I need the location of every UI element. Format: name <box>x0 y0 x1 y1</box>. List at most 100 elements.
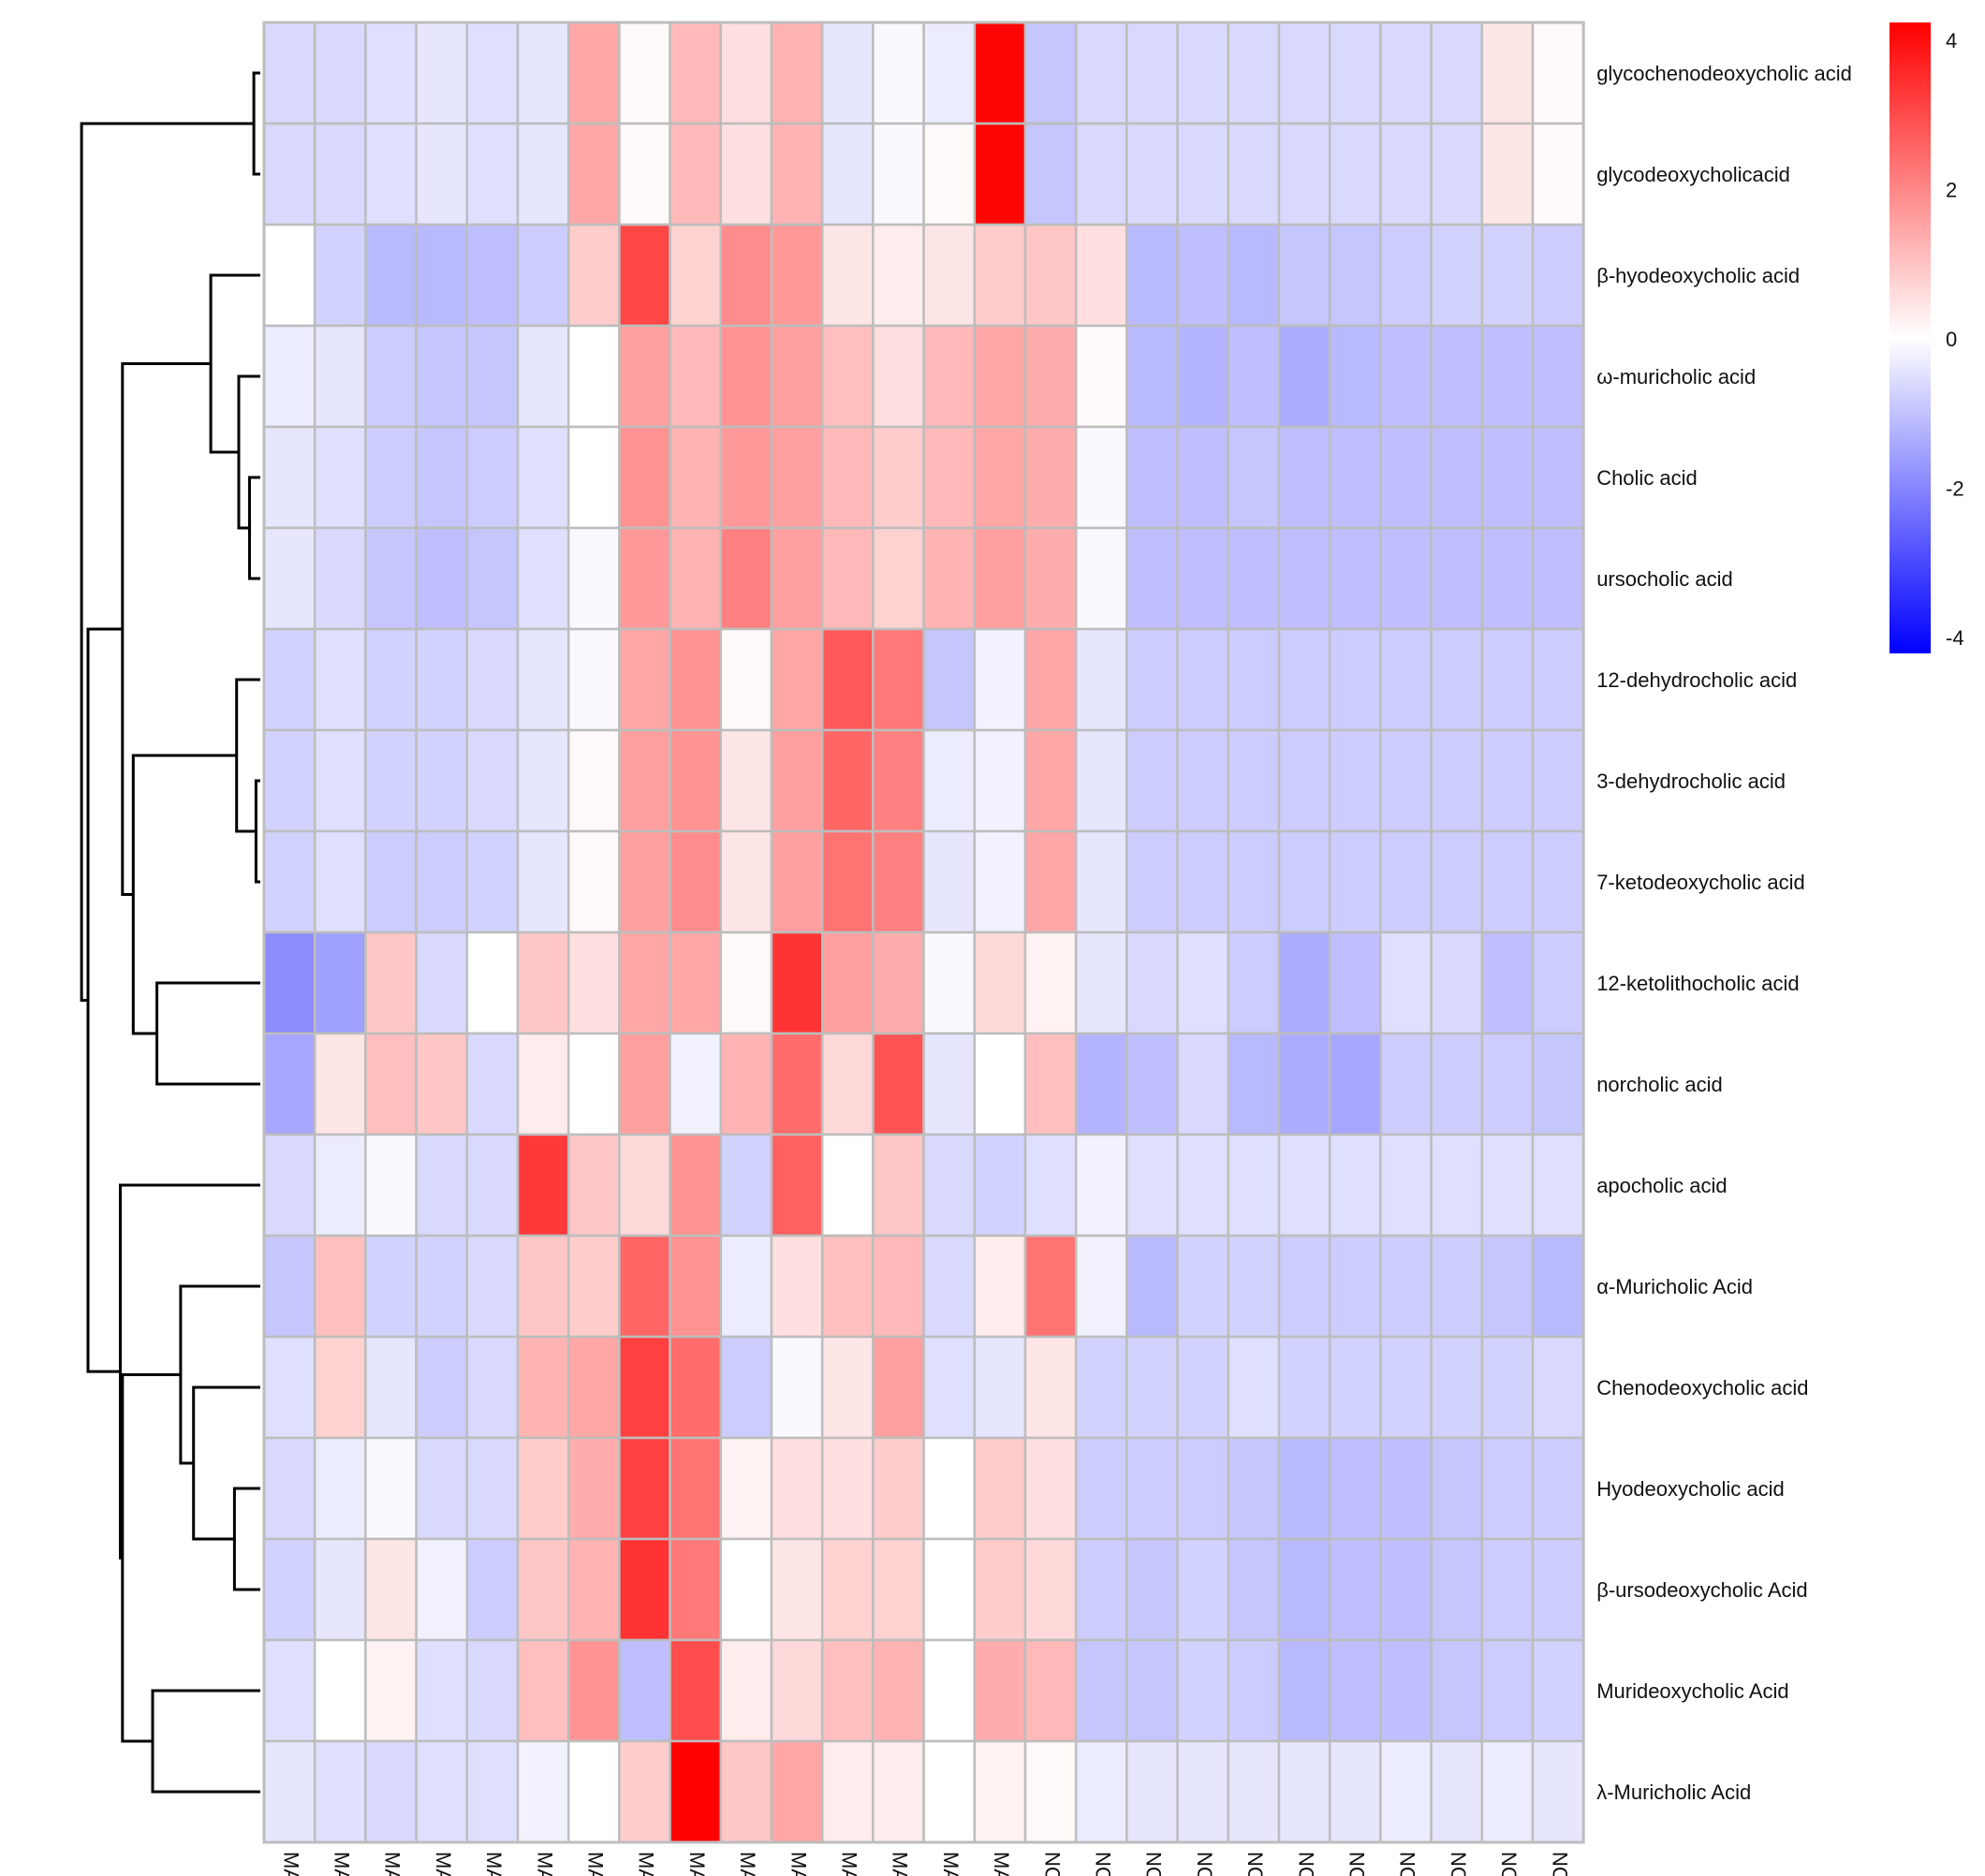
heatmap-cell <box>820 122 875 227</box>
heatmap-cell <box>1430 324 1484 429</box>
heatmap-cell <box>1125 728 1179 833</box>
heatmap-cell <box>566 1739 621 1844</box>
heatmap-cell <box>1379 21 1433 125</box>
heatmap-cell <box>262 829 316 934</box>
column-label: MA <box>432 1852 455 1876</box>
heatmap-cell <box>1379 1335 1433 1440</box>
heatmap-cell <box>415 1436 469 1541</box>
heatmap-cell <box>973 21 1027 125</box>
heatmap-cell <box>922 627 977 732</box>
heatmap-cell <box>566 728 621 833</box>
heatmap-cell <box>1074 1436 1128 1541</box>
heatmap-cell <box>415 1537 469 1642</box>
heatmap-cell <box>1430 526 1484 631</box>
heatmap-cell <box>566 526 621 631</box>
heatmap-cell <box>516 1234 570 1339</box>
heatmap-cell <box>364 324 418 429</box>
heatmap-cell <box>1176 829 1230 934</box>
heatmap-cell <box>770 931 824 1035</box>
heatmap-cell <box>1023 21 1078 125</box>
heatmap-cell <box>262 223 316 328</box>
heatmap-cell <box>1277 122 1331 227</box>
heatmap-cell <box>719 324 773 429</box>
heatmap-cell <box>1430 931 1484 1035</box>
heatmap-cell <box>1074 728 1128 833</box>
heatmap-cell <box>1328 1234 1382 1339</box>
heatmap-cell <box>618 223 671 328</box>
heatmap-cell <box>820 728 875 833</box>
legend-tick-label: -2 <box>1946 477 1964 501</box>
dendrogram-branch <box>80 122 255 1003</box>
heatmap-cell <box>1379 627 1433 732</box>
heatmap-cell <box>719 122 773 227</box>
heatmap-cell <box>262 324 316 429</box>
legend-tick-label: -4 <box>1946 626 1964 650</box>
heatmap-cell <box>669 1739 723 1844</box>
heatmap-cell <box>465 526 520 631</box>
heatmap-cell <box>618 728 671 833</box>
heatmap-cell <box>669 122 723 227</box>
heatmap-cell <box>313 21 367 125</box>
column-labels: MA MA MA MA MA MA MA MA MA MA MA MA MA MA MA NC NC NC NC NC… <box>279 1852 1571 1876</box>
heatmap-cell <box>262 1133 316 1238</box>
row-label: Chenodeoxycholic acid <box>1596 1376 1808 1400</box>
heatmap-cell <box>1125 425 1179 530</box>
heatmap-cell <box>719 1234 773 1339</box>
heatmap-cell <box>1277 1638 1331 1743</box>
heatmap-cell <box>922 1537 977 1642</box>
heatmap-cell <box>973 1335 1027 1440</box>
heatmap-cell <box>820 1133 875 1238</box>
heatmap-cell <box>313 1739 367 1844</box>
heatmap-cell <box>1379 122 1433 227</box>
heatmap-cell <box>415 728 469 833</box>
heatmap-cell <box>313 1537 367 1642</box>
heatmap-cell <box>719 21 773 125</box>
heatmap-cell <box>1430 122 1484 227</box>
heatmap-cell <box>1277 1335 1331 1440</box>
heatmap-cell <box>1125 122 1179 227</box>
heatmap-cell <box>719 728 773 833</box>
column-label: MA <box>381 1852 404 1876</box>
heatmap-cell <box>872 1537 925 1642</box>
heatmap-cell <box>1531 1133 1585 1238</box>
heatmap-cell <box>465 1335 520 1440</box>
heatmap-cell <box>415 1638 469 1743</box>
heatmap-cell <box>1480 829 1535 934</box>
heatmap-cell <box>1430 1032 1484 1136</box>
heatmap-cell <box>364 1436 418 1541</box>
heatmap-cell <box>1430 1436 1484 1541</box>
dendrogram-branch <box>192 1385 260 1541</box>
heatmap-cell <box>1430 223 1484 328</box>
heatmap-cell <box>1125 1133 1179 1238</box>
heatmap-cell <box>566 931 621 1035</box>
heatmap-cell <box>1480 1436 1535 1541</box>
heatmap-cell <box>1480 1133 1535 1238</box>
heatmap-cell <box>922 1638 977 1743</box>
heatmap-cell <box>669 21 723 125</box>
heatmap-cell <box>872 728 925 833</box>
heatmap-cell <box>618 1032 671 1136</box>
heatmap-cell <box>1379 526 1433 631</box>
heatmap-cell <box>973 122 1027 227</box>
heatmap-cell <box>364 829 418 934</box>
heatmap-cell <box>1176 627 1230 732</box>
heatmap-cell <box>1480 21 1535 125</box>
heatmap-cell <box>516 728 570 833</box>
heatmap-cell <box>262 526 316 631</box>
heatmap-cell <box>1531 1739 1585 1844</box>
heatmap-cell <box>1227 728 1281 833</box>
heatmap-cell <box>1074 1537 1128 1642</box>
heatmap-cell <box>313 526 367 631</box>
heatmap-cell <box>922 526 977 631</box>
heatmap-cell <box>1531 627 1585 732</box>
heatmap-cell <box>1379 728 1433 833</box>
heatmap-cell <box>872 1335 925 1440</box>
color-legend: 4 2 0 -2 -4 <box>1889 22 1964 653</box>
heatmap-cell <box>922 1335 977 1440</box>
heatmap-cell <box>1328 1638 1382 1743</box>
heatmap-cell <box>1227 829 1281 934</box>
heatmap-cell <box>364 122 418 227</box>
heatmap-cell <box>719 931 773 1035</box>
heatmap-cell <box>1227 1133 1281 1238</box>
heatmap-cell <box>313 1638 367 1743</box>
